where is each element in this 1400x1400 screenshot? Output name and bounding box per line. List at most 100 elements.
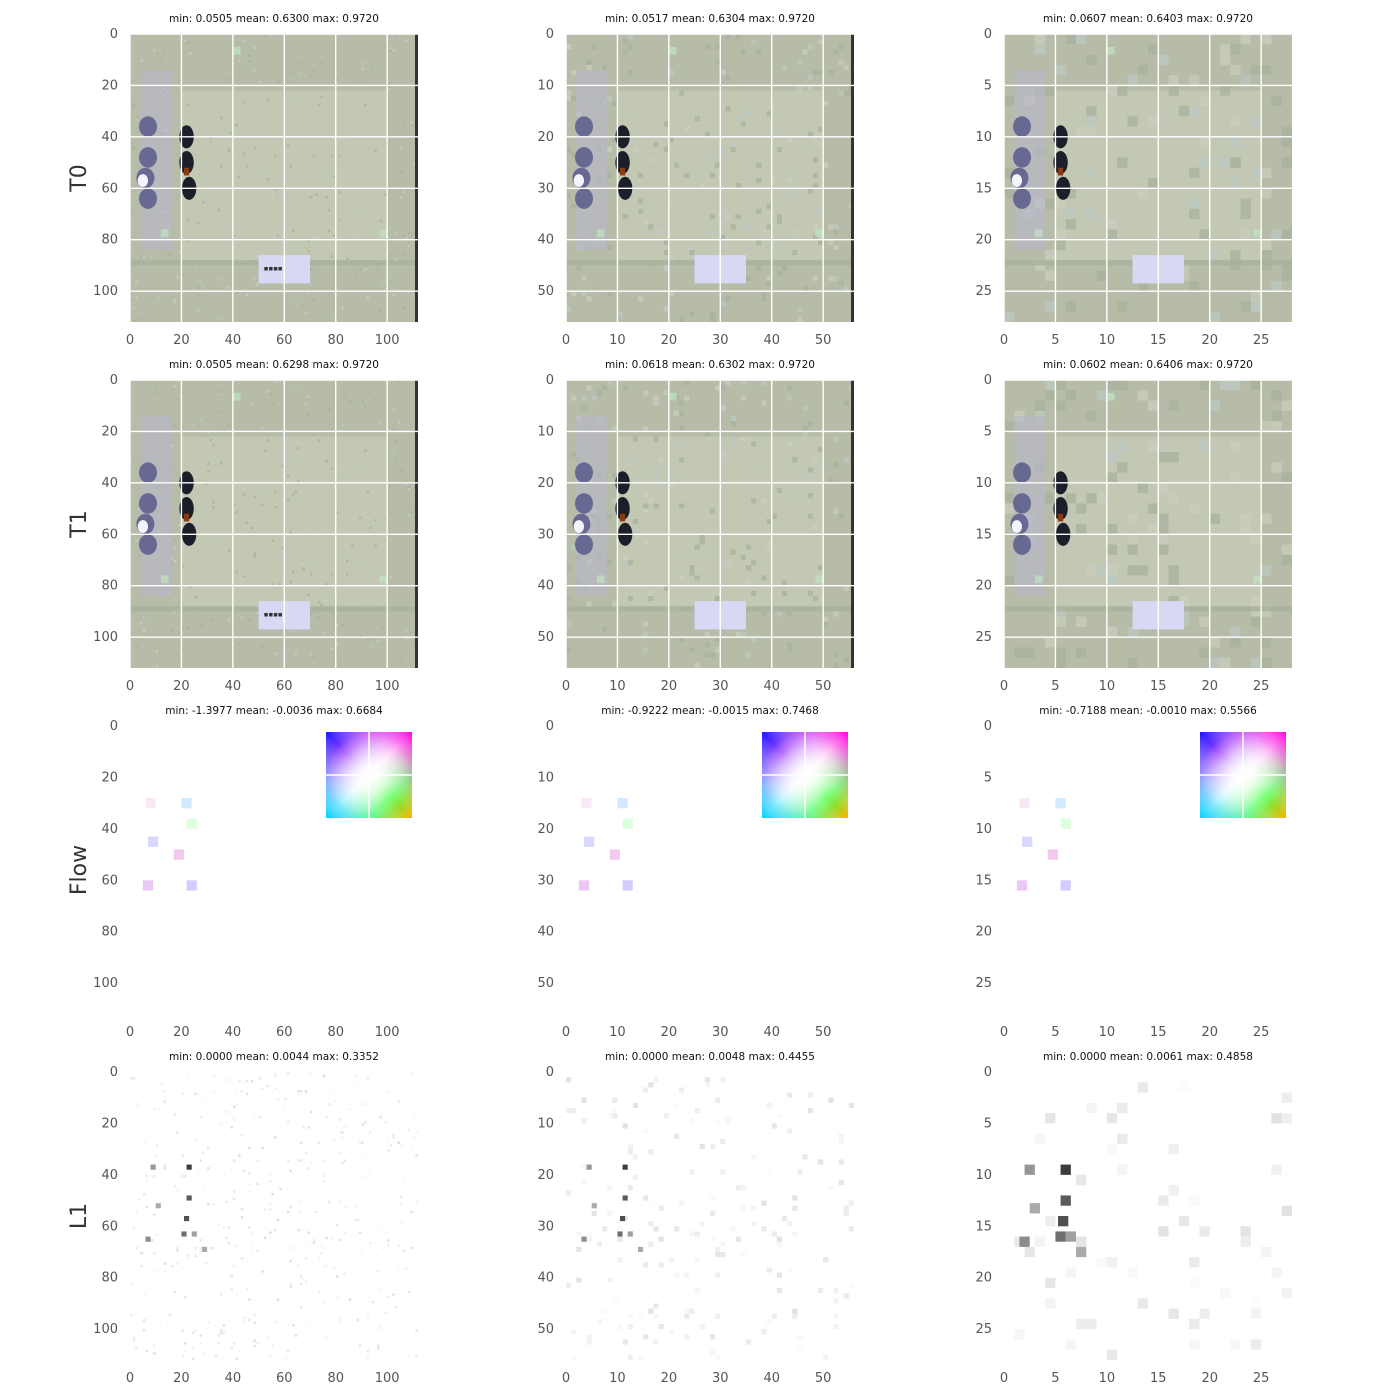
texture-pixel: [394, 257, 398, 261]
texture-pixel: [833, 244, 839, 250]
x-tick-label: 40: [225, 333, 242, 348]
error-pixel: [199, 1239, 202, 1242]
error-pixel: [227, 1226, 231, 1229]
error-pixel: [191, 1331, 195, 1335]
error-pixel: [715, 1354, 721, 1360]
texture-pixel: [622, 385, 628, 391]
error-pixel: [766, 1267, 772, 1273]
texture-pixel: [340, 306, 344, 310]
x-tick-label: 100: [375, 333, 400, 348]
error-pixel: [292, 1324, 295, 1327]
error-pixel: [310, 1072, 313, 1075]
texture-pixel: [150, 319, 154, 322]
error-pixel: [171, 1264, 174, 1268]
error-pixel: [715, 1313, 721, 1319]
error-pixel: [248, 1226, 251, 1229]
error-pixel: [1281, 1092, 1292, 1103]
texture-pixel: [1096, 390, 1107, 401]
texture-pixel: [325, 459, 328, 463]
texture-pixel: [1106, 544, 1118, 555]
error-pixel: [238, 1349, 241, 1353]
texture-pixel: [382, 626, 385, 630]
error-pixel: [256, 1249, 259, 1252]
error-pixel: [366, 1349, 370, 1353]
texture-pixel: [740, 395, 746, 401]
error-pixel: [679, 1200, 685, 1206]
texture-pixel: [325, 167, 328, 171]
texture-pixel: [297, 98, 300, 101]
texture-pixel: [663, 585, 669, 591]
texture-pixel: [320, 603, 323, 607]
texture-pixel: [153, 49, 156, 52]
texture-pixel: [1117, 380, 1128, 391]
error-pixel: [782, 1216, 788, 1222]
error-pixel: [184, 1205, 187, 1209]
texture-pixel: [353, 234, 357, 238]
texture-pixel: [361, 637, 364, 640]
texture-pixel: [807, 590, 813, 596]
texture-pixel: [607, 147, 613, 153]
flow-blob: [584, 836, 595, 847]
texture-pixel: [725, 234, 731, 240]
texture-pixel: [302, 567, 305, 571]
crab-blue: [139, 534, 157, 555]
texture-pixel: [566, 90, 572, 96]
texture-pixel: [766, 111, 772, 117]
error-pixel: [400, 1195, 403, 1198]
error-pixel: [230, 1275, 233, 1278]
y-tick-label: 0: [546, 27, 554, 42]
error-pixel: [268, 1208, 272, 1211]
texture-pixel: [173, 539, 177, 542]
texture-pixel: [715, 44, 721, 50]
error-pixel: [202, 1100, 205, 1103]
texture-pixel: [245, 190, 249, 194]
green-marker: [815, 229, 824, 238]
subplot-title: min: 0.0505 mean: 0.6298 max: 0.9720: [169, 359, 379, 371]
texture-pixel: [135, 644, 138, 648]
error-pixel: [297, 1228, 300, 1232]
texture-pixel: [366, 129, 370, 132]
texture-pixel: [828, 477, 834, 483]
error-pixel: [1137, 1082, 1148, 1093]
error-pixel: [268, 1203, 272, 1206]
texture-pixel: [171, 562, 174, 566]
error-pixel: [343, 1272, 346, 1276]
error-pixel: [276, 1298, 280, 1301]
y-tick-label: 20: [975, 579, 992, 594]
error-pixel: [279, 1090, 282, 1093]
texture-pixel: [1034, 44, 1046, 55]
texture-pixel: [663, 265, 669, 271]
y-tick-label: 10: [537, 424, 554, 439]
texture-pixel: [833, 275, 839, 281]
texture-pixel: [720, 147, 726, 153]
error-pixel: [304, 1241, 308, 1245]
y-tick-label: 40: [101, 130, 118, 145]
texture-pixel: [730, 421, 736, 427]
texture-pixel: [212, 462, 215, 465]
error-pixel: [833, 1324, 839, 1330]
texture-pixel: [792, 467, 798, 473]
error-pixel: [227, 1241, 231, 1245]
texture-pixel: [209, 136, 213, 140]
error-pixel: [617, 1324, 623, 1330]
texture-pixel: [1045, 198, 1056, 209]
error-pixel: [364, 1120, 367, 1124]
texture-pixel: [196, 286, 200, 289]
error-pixel: [274, 1228, 277, 1232]
crab-highlight: [573, 174, 584, 187]
texture-pixel: [823, 100, 829, 106]
texture-pixel: [140, 637, 143, 640]
error-pixel: [299, 1210, 303, 1214]
texture-pixel: [271, 193, 274, 196]
row-label: L1: [67, 1203, 92, 1229]
texture-pixel: [802, 49, 808, 55]
texture-pixel: [392, 49, 395, 52]
error-pixel: [715, 1246, 721, 1252]
texture-pixel: [364, 405, 367, 409]
error-pixel: [848, 1282, 854, 1288]
error-pixel: [838, 1133, 844, 1139]
x-tick-label: 0: [126, 1371, 134, 1386]
texture-pixel: [343, 172, 346, 176]
x-tick-label: 80: [327, 679, 344, 694]
